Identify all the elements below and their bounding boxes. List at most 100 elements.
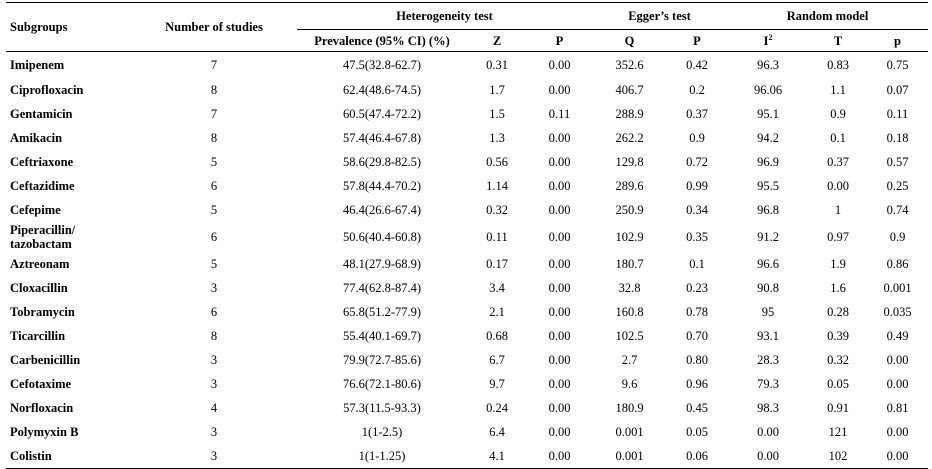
table-row: Cloxacillin 3 77.4(62.8-87.4) 3.4 0.00 32.8 0.… bbox=[6, 276, 928, 300]
cell-q: 180.7 bbox=[615, 257, 644, 271]
cell-prev: 60.5(47.4-72.2) bbox=[342, 107, 422, 121]
cell-i2: 96.3 bbox=[757, 58, 779, 72]
subgroup-name-text: Ticarcillin bbox=[10, 329, 66, 343]
table-row: Piperacillin/tazobactam 6 50.6(40.4-60.8) 0… bbox=[6, 222, 928, 252]
cell-i2: 96.6 bbox=[757, 257, 779, 271]
cell-p3: 0.49 bbox=[886, 329, 909, 343]
cell-p3: 0.00 bbox=[886, 425, 909, 439]
cell-p3: 0.81 bbox=[886, 401, 909, 415]
table-row: Colistin 3 1(1-1.25) 4.1 0.00 0.001 0.06 0.00 10… bbox=[6, 444, 928, 469]
cell-p2: 0.42 bbox=[686, 58, 708, 72]
cell-p3: 0.86 bbox=[886, 257, 909, 271]
cell-prev: 57.8(44.4-70.2) bbox=[342, 179, 422, 193]
cell-p3: 0.11 bbox=[886, 107, 909, 121]
cell-q: 2.7 bbox=[621, 353, 638, 367]
subgroup-name: Norfloxacin bbox=[6, 396, 131, 420]
cell-prev: 76.6(72.1-80.6) bbox=[342, 377, 422, 391]
cell-p3: 0.57 bbox=[886, 155, 909, 169]
cell-p2: 0.06 bbox=[667, 444, 727, 469]
cell-p1: 0.00 bbox=[548, 58, 571, 72]
cell-i2: 95.1 bbox=[757, 107, 779, 121]
cell-p2: 0.23 bbox=[686, 281, 708, 295]
cell-p1: 0.00 bbox=[548, 131, 571, 145]
cell-i2: 96.9 bbox=[757, 155, 779, 169]
subgroup-name-text: Polymyxin B bbox=[10, 425, 79, 439]
subgroup-name: Colistin bbox=[6, 444, 131, 469]
cell-n: 6 bbox=[210, 305, 218, 319]
cell-t: 0.05 bbox=[827, 377, 849, 391]
cell-i2: 91.2 bbox=[757, 230, 779, 244]
cell-p2: 0.05 bbox=[686, 425, 708, 439]
cell-z: 3.4 bbox=[489, 281, 505, 295]
cell-n: 5 bbox=[210, 203, 218, 217]
subgroup-name: Amikacin bbox=[6, 126, 131, 150]
cell-n: 5 bbox=[210, 257, 218, 271]
header-i2-label: I bbox=[763, 33, 769, 48]
header-subgroups: Subgroups bbox=[6, 2, 131, 52]
cell-p2: 0.9 bbox=[689, 131, 705, 145]
cell-prev: 1(1-1.25) bbox=[297, 444, 467, 469]
cell-prev: 55.4(40.1-69.7) bbox=[342, 329, 422, 343]
cell-prev: 62.4(48.6-74.5) bbox=[342, 83, 422, 97]
cell-q: 288.9 bbox=[615, 107, 644, 121]
cell-t: 1.6 bbox=[830, 281, 846, 295]
cell-p2: 0.45 bbox=[686, 401, 708, 415]
cell-q: 406.7 bbox=[615, 83, 644, 97]
cell-z: 0.32 bbox=[486, 203, 508, 217]
cell-n: 6 bbox=[210, 230, 218, 244]
subgroup-name-text: Cefepime bbox=[10, 203, 61, 217]
cell-i2: 95 bbox=[761, 305, 775, 319]
header-heterogeneity: Heterogeneity test bbox=[297, 2, 592, 30]
cell-q: 9.6 bbox=[621, 377, 638, 391]
cell-i2: 0.00 bbox=[727, 444, 809, 469]
subgroup-name-text: Piperacillin/ bbox=[10, 223, 76, 237]
table-row: Polymyxin B 3 1(1-2.5) 6.4 0.00 0.001 0.05 0.00… bbox=[6, 420, 928, 444]
cell-i2: 28.3 bbox=[757, 353, 779, 367]
cell-i2: 95.5 bbox=[757, 179, 779, 193]
cell-n: 7 bbox=[210, 58, 218, 72]
subgroup-name-text-line2: tazobactam bbox=[10, 237, 72, 251]
table-row: Ceftriaxone 5 58.6(29.8-82.5) 0.56 0.00 129.8… bbox=[6, 150, 928, 174]
cell-prev: 77.4(62.8-87.4) bbox=[342, 281, 422, 295]
cell-q: 32.8 bbox=[618, 281, 641, 295]
cell-q: 0.001 bbox=[615, 425, 644, 439]
cell-q: 129.8 bbox=[615, 155, 644, 169]
cell-p3: 0.001 bbox=[883, 281, 912, 295]
cell-i2: 90.8 bbox=[757, 281, 779, 295]
cell-z: 6.4 bbox=[489, 425, 505, 439]
cell-t: 121 bbox=[828, 425, 848, 439]
cell-i2: 93.1 bbox=[757, 329, 779, 343]
cell-p1: 0.00 bbox=[548, 203, 571, 217]
subgroup-name-text: Carbenicillin bbox=[10, 353, 81, 367]
cell-i2: 96.8 bbox=[757, 203, 779, 217]
subgroup-name-text: Colistin bbox=[10, 449, 52, 463]
table-row: Norfloxacin 4 57.3(11.5-93.3) 0.24 0.00 180.9… bbox=[6, 396, 928, 420]
table-row: Carbenicillin 3 79.9(72.7-85.6) 6.7 0.00 2.7 0… bbox=[6, 348, 928, 372]
cell-p1: 0.00 bbox=[548, 377, 571, 391]
cell-p2: 0.1 bbox=[689, 257, 705, 271]
cell-n: 3 bbox=[210, 425, 218, 439]
cell-i2: 0.00 bbox=[757, 425, 779, 439]
subgroup-name: Piperacillin/tazobactam bbox=[6, 222, 131, 252]
cell-z: 6.7 bbox=[489, 353, 505, 367]
cell-p2: 0.96 bbox=[686, 377, 708, 391]
cell-p2: 0.99 bbox=[686, 179, 708, 193]
cell-prev: 57.4(46.4-67.8) bbox=[342, 131, 422, 145]
cell-q: 289.6 bbox=[615, 179, 644, 193]
cell-p2: 0.70 bbox=[686, 329, 708, 343]
subgroup-name: Tobramycin bbox=[6, 300, 131, 324]
cell-p2: 0.35 bbox=[686, 230, 708, 244]
table-row: Ceftazidime 6 57.8(44.4-70.2) 1.14 0.00 289.6… bbox=[6, 174, 928, 198]
cell-p3: 0.9 bbox=[889, 230, 906, 244]
header-p1: P bbox=[527, 29, 592, 52]
cell-q: 102.5 bbox=[615, 329, 644, 343]
header-z: Z bbox=[467, 29, 527, 52]
cell-z: 0.11 bbox=[486, 230, 508, 244]
header-studies: Number of studies bbox=[131, 2, 297, 52]
cell-i2: 98.3 bbox=[757, 401, 779, 415]
subgroup-name-text: Ciprofloxacin bbox=[10, 83, 84, 97]
cell-p3: 0.035 bbox=[883, 305, 912, 319]
cell-p3: 0.00 bbox=[867, 444, 928, 469]
header-t: T bbox=[809, 29, 867, 52]
cell-z: 1.5 bbox=[489, 107, 505, 121]
